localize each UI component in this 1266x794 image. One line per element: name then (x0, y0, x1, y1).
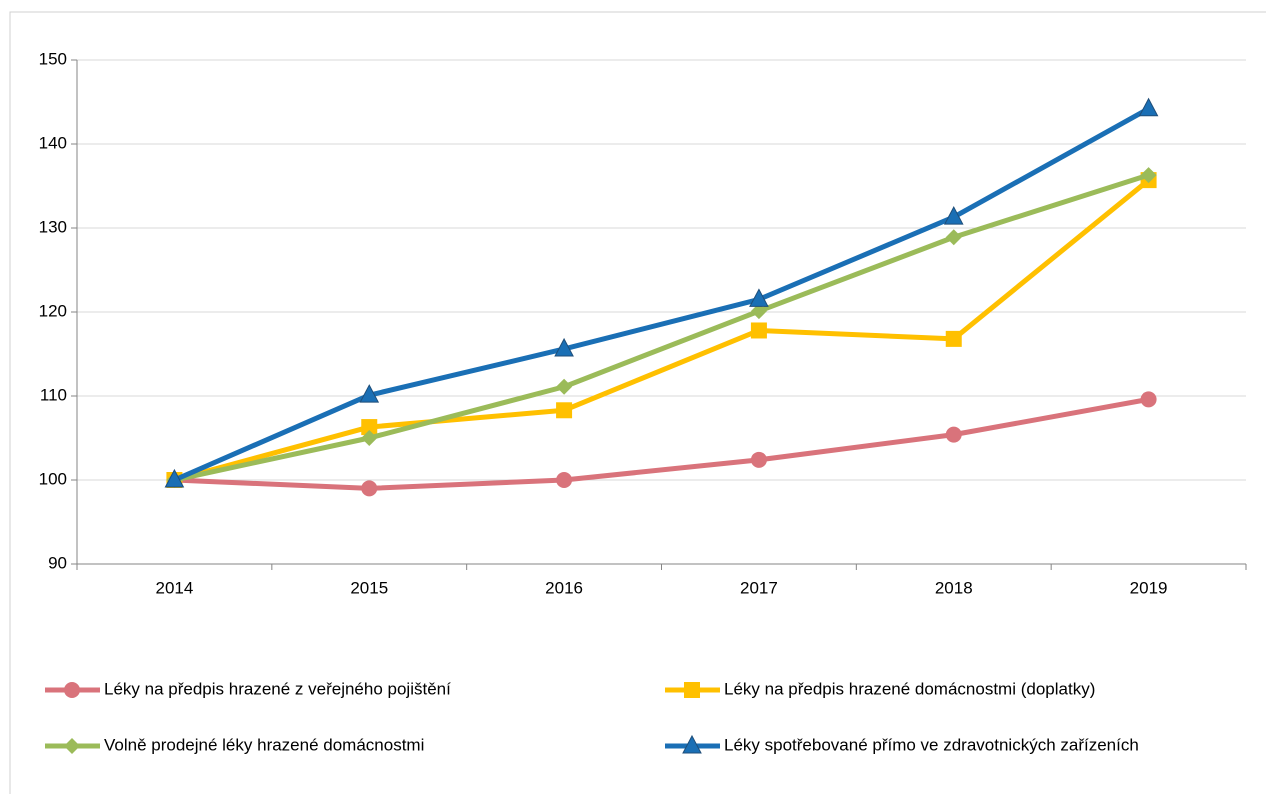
data-point (361, 430, 378, 446)
data-point (943, 206, 964, 225)
y-tick-label: 150 (39, 49, 67, 68)
data-point (750, 303, 767, 320)
chart-border (9, 11, 1266, 794)
data-point (164, 468, 185, 488)
data-point (945, 330, 962, 347)
series-line (174, 396, 1150, 491)
data-point (361, 419, 378, 436)
y-tick-label: 120 (39, 301, 67, 320)
data-point (359, 384, 380, 403)
x-tick-label: 2015 (350, 578, 388, 597)
data-point (1140, 167, 1157, 184)
data-point (556, 472, 573, 488)
data-point (750, 322, 767, 339)
legend-label: Léky spotřebované přímo ve zdravotnickýc… (724, 735, 1139, 754)
data-point (556, 402, 573, 419)
y-tick-label: 100 (39, 469, 67, 488)
data-point (750, 451, 767, 468)
data-point (554, 337, 574, 357)
legend-marker (682, 734, 702, 754)
y-tick-label: 90 (48, 553, 67, 572)
series-line (173, 178, 1151, 483)
y-tick-label: 110 (40, 385, 67, 404)
data-point (945, 426, 962, 443)
data-point (1138, 97, 1159, 117)
data-point (749, 288, 769, 307)
series-line (173, 172, 1150, 483)
series-line (173, 106, 1150, 483)
legend-label: Léky na předpis hrazené domácnostmi (dop… (724, 679, 1095, 698)
data-point (361, 480, 378, 497)
legend-marker (684, 682, 700, 698)
data-point (945, 229, 962, 246)
data-point (556, 378, 573, 395)
y-tick-label: 130 (39, 217, 67, 236)
x-tick-label: 2016 (545, 578, 583, 597)
y-tick-label: 140 (39, 133, 67, 152)
x-tick-label: 2018 (935, 578, 973, 597)
x-tick-label: 2019 (1130, 578, 1168, 597)
legend-label: Volně prodejné léky hrazené domácnostmi (104, 735, 424, 754)
legend-marker (64, 682, 80, 698)
x-tick-label: 2014 (156, 578, 194, 597)
x-tick-label: 2017 (740, 578, 778, 597)
legend-marker (64, 738, 80, 754)
data-point (1140, 391, 1157, 408)
legend-label: Léky na předpis hrazené z veřejného poji… (104, 679, 451, 698)
